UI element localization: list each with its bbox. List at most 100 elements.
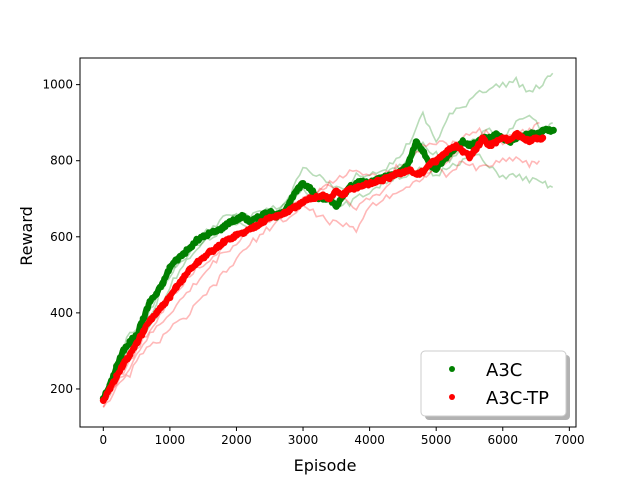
data-point-a3c-tp (426, 161, 434, 169)
x-tick-label: 2000 (221, 433, 252, 447)
data-point-a3c (232, 216, 240, 224)
data-point-a3c-tp (392, 170, 400, 178)
y-tick-label: 400 (50, 306, 73, 320)
y-axis-ticks: 200 400 600 800 1000 (42, 78, 80, 396)
data-point-a3c-tp (306, 195, 314, 203)
data-point-a3c-tp (372, 178, 380, 186)
data-point-a3c (119, 347, 127, 355)
data-point-a3c (226, 218, 234, 226)
data-point-a3c-tp (219, 239, 227, 246)
data-point-a3c-tp (179, 275, 187, 283)
data-point-a3c-tp (166, 294, 174, 302)
data-point-a3c-tp (299, 199, 307, 207)
y-tick-label: 800 (50, 154, 73, 168)
data-point-a3c (212, 227, 220, 235)
data-point-a3c-tp (139, 328, 147, 336)
data-point-a3c (146, 297, 154, 305)
data-point-a3c-tp (99, 396, 107, 404)
data-point-a3c-tp (532, 134, 540, 142)
data-point-a3c-tp (386, 174, 394, 182)
data-point-a3c-tp (173, 282, 181, 290)
legend-box (420, 350, 567, 417)
data-point-a3c-tp (126, 351, 134, 359)
data-point-a3c-tp (159, 301, 167, 309)
data-point-a3c-tp (479, 134, 487, 142)
data-point-a3c (186, 244, 194, 252)
data-point-a3c-tp (292, 202, 300, 210)
data-point-a3c (406, 157, 414, 165)
data-point-a3c-tp (406, 166, 414, 174)
x-tick-label: 5000 (421, 433, 452, 447)
data-point-a3c-tp (399, 168, 407, 176)
data-point-a3c-tp (492, 138, 500, 146)
data-point-a3c (153, 290, 161, 298)
y-tick-label: 200 (50, 382, 73, 396)
data-point-a3c-tp (366, 180, 374, 188)
mean-curves (99, 125, 557, 404)
data-point-a3c-tp (259, 218, 267, 226)
legend-marker-a3c (449, 366, 455, 372)
data-point-a3c (159, 278, 167, 286)
data-point-a3c (126, 337, 134, 345)
data-point-a3c-tp (119, 360, 127, 368)
data-point-a3c-tp (133, 339, 141, 347)
data-point-a3c (492, 130, 500, 138)
data-point-a3c-tp (519, 134, 527, 142)
data-point-a3c (412, 138, 420, 146)
axes-frame (79, 57, 577, 428)
data-point-a3c (139, 315, 147, 323)
data-point-a3c-tp (226, 235, 234, 243)
data-point-a3c (306, 183, 314, 191)
data-point-a3c (206, 229, 214, 237)
x-tick-label: 0 (99, 433, 107, 447)
data-point-a3c-tp (446, 145, 454, 153)
data-point-a3c-tp (146, 316, 154, 324)
y-tick-label: 1000 (42, 78, 73, 92)
data-point-a3c-tp (459, 147, 467, 155)
data-point-a3c-tp (186, 265, 194, 273)
data-point-a3c-tp (252, 221, 260, 229)
data-point-a3c-tp (266, 214, 274, 222)
legend: A3C A3C-TP (420, 350, 570, 420)
data-point-a3c-tp (485, 141, 493, 149)
data-point-a3c (549, 126, 557, 134)
data-point-a3c-tp (286, 206, 294, 214)
x-axis-ticks: 0 1000 2000 3000 4000 5000 6000 7000 (99, 427, 585, 447)
x-tick-label: 1000 (155, 433, 186, 447)
legend-marker-a3c-tp (449, 394, 455, 400)
data-point-a3c (419, 147, 427, 155)
data-point-a3c-tp (279, 210, 287, 218)
data-point-a3c (332, 202, 340, 210)
data-point-a3c-tp (359, 181, 367, 189)
data-point-a3c (199, 233, 207, 241)
data-point-a3c-tp (505, 136, 513, 144)
data-point-a3c-tp (332, 187, 340, 195)
data-point-a3c (179, 250, 187, 258)
data-point-a3c-tp (379, 176, 387, 184)
data-point-a3c (259, 210, 267, 218)
data-point-a3c-tp (212, 244, 220, 252)
data-point-a3c-tp (246, 225, 254, 233)
data-point-a3c-tp (193, 259, 201, 267)
data-point-a3c-tp (319, 191, 327, 199)
data-point-a3c-tp (113, 372, 121, 380)
data-point-a3c-tp (525, 138, 533, 146)
data-point-a3c-tp (465, 153, 473, 161)
data-point-a3c-tp (199, 254, 207, 262)
data-point-a3c-tp (419, 168, 427, 176)
data-point-a3c-tp (452, 141, 460, 149)
x-tick-label: 7000 (554, 433, 585, 447)
data-point-a3c (465, 141, 473, 149)
data-point-a3c (299, 180, 307, 188)
run-trace-5 (102, 155, 541, 408)
legend-label-a3c: A3C (486, 360, 522, 381)
data-point-a3c-tp (346, 185, 354, 193)
x-axis-label: Episode (294, 456, 357, 475)
data-point-a3c-tp (432, 157, 440, 165)
x-tick-label: 6000 (487, 433, 518, 447)
data-point-a3c-tp (412, 170, 420, 178)
data-point-a3c-tp (326, 195, 334, 203)
data-point-a3c (539, 126, 547, 134)
data-point-a3c (459, 138, 467, 146)
